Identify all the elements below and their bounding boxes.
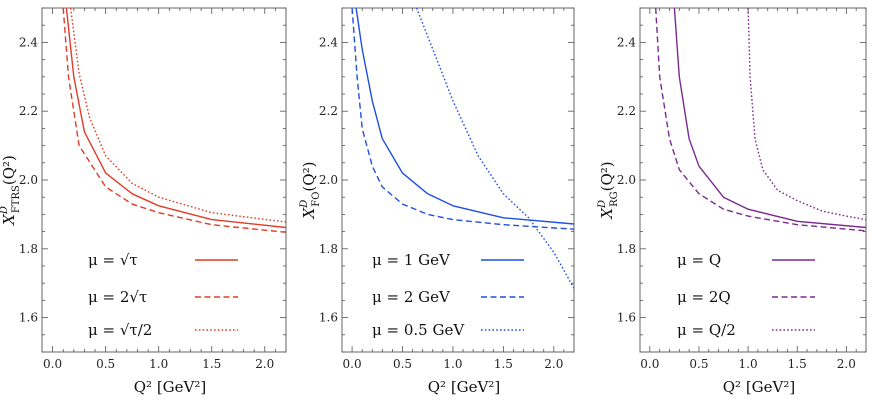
series-line-dashed (351, 8, 574, 230)
series-line-solid (65, 8, 286, 229)
y-tick-label: 2.2 (617, 104, 636, 118)
series-line-dotted (747, 8, 866, 221)
legend-label: μ = 0.5 GeV (372, 321, 465, 339)
legend-label: μ = Q/2 (677, 321, 736, 339)
series-line-solid (355, 8, 574, 225)
x-tick-label: 2.0 (544, 357, 563, 371)
x-axis-label: Q² [GeV²] (134, 378, 207, 396)
y-tick-label: 1.6 (319, 311, 338, 325)
x-tick-label: 1.5 (494, 357, 513, 371)
x-tick-label: 2.0 (255, 357, 274, 371)
y-tick-label: 2.2 (19, 104, 38, 118)
series-line-dashed (655, 8, 866, 232)
y-axis-label: XDRG(Q²) (597, 161, 620, 219)
series-line-dotted (69, 8, 286, 223)
legend-label: μ = 2 GeV (372, 288, 451, 306)
y-tick-label: 2.4 (319, 35, 338, 49)
y-tick-label: 1.8 (617, 242, 636, 256)
x-tick-label: 0.5 (689, 357, 708, 371)
chart-panel-fo: 1.6 1.8 2.0 2.2 2.4 0.0 0.5 1.0 1.5 2.0 μ = 1 GeV μ… (299, 7, 575, 396)
x-tick-label: 1.0 (443, 357, 462, 371)
series-line-dashed (62, 8, 286, 233)
plot-frame (639, 7, 867, 353)
x-axis-label: Q² [GeV²] (428, 378, 501, 396)
x-tick-label: 0.0 (43, 357, 62, 371)
y-tick-label: 2.0 (19, 173, 38, 187)
y-tick-label: 2.0 (319, 173, 338, 187)
plot-frame (41, 7, 287, 353)
legend-label: μ = √τ (88, 251, 138, 269)
x-tick-label: 1.0 (739, 357, 758, 371)
legend-label: μ = 1 GeV (372, 251, 451, 269)
chart-panel-ftrs: 1.6 1.8 2.0 2.2 2.4 0.0 0.5 1.0 1.5 2.0 μ = √τ μ = … (0, 7, 287, 396)
y-axis-label: XDFTRS(Q²) (0, 155, 22, 226)
legend-label: μ = 2√τ (88, 288, 147, 306)
y-tick-label: 1.6 (617, 311, 636, 325)
x-tick-label: 0.0 (343, 357, 362, 371)
y-tick-label: 2.4 (19, 35, 38, 49)
y-tick-label: 1.8 (19, 242, 38, 256)
x-tick-label: 0.5 (96, 357, 115, 371)
y-tick-label: 2.2 (319, 104, 338, 118)
series-line-dotted (415, 8, 574, 289)
x-axis-label: Q² [GeV²] (723, 378, 796, 396)
x-tick-label: 0.5 (393, 357, 412, 371)
x-tick-label: 0.0 (640, 357, 659, 371)
y-tick-label: 2.4 (617, 35, 636, 49)
y-tick-label: 1.6 (19, 311, 38, 325)
chart-panel-rg: 1.6 1.8 2.0 2.2 2.4 0.0 0.5 1.0 1.5 2.0 μ = Q μ = 2… (597, 7, 867, 396)
y-tick-label: 2.0 (617, 173, 636, 187)
x-tick-label: 1.0 (149, 357, 168, 371)
x-tick-label: 1.5 (202, 357, 221, 371)
y-axis-label: XDFO(Q²) (299, 162, 322, 220)
legend-label: μ = Q (677, 251, 721, 269)
x-tick-label: 1.5 (788, 357, 807, 371)
legend-label: μ = 2Q (677, 288, 731, 306)
series-line-solid (673, 8, 866, 229)
x-tick-label: 2.0 (837, 357, 856, 371)
legend-label: μ = √τ/2 (88, 321, 152, 339)
y-tick-label: 1.8 (319, 242, 338, 256)
